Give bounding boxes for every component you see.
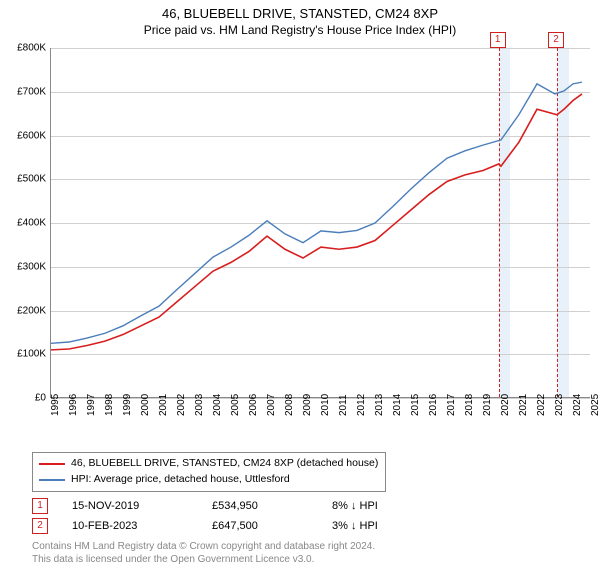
x-axis-label: 2016 — [428, 394, 439, 416]
x-axis-label: 2024 — [572, 394, 583, 416]
footer: Contains HM Land Registry data © Crown c… — [32, 540, 580, 566]
x-axis-label: 2005 — [230, 394, 241, 416]
x-axis-label: 1996 — [68, 394, 79, 416]
price-chart: £0£100K£200K£300K£400K£500K£600K£700K£80… — [50, 48, 590, 418]
x-axis-label: 2022 — [536, 394, 547, 416]
x-axis-label: 2025 — [590, 394, 600, 416]
x-axis-label: 2003 — [194, 394, 205, 416]
y-axis-label: £300K — [2, 261, 46, 272]
y-axis-label: £800K — [2, 43, 46, 54]
x-axis-label: 2000 — [140, 394, 151, 416]
legend-item: 46, BLUEBELL DRIVE, STANSTED, CM24 8XP (… — [39, 456, 379, 472]
chart-lines — [51, 48, 591, 398]
legend-swatch — [39, 479, 65, 481]
legend-swatch — [39, 463, 65, 465]
x-axis-label: 2019 — [482, 394, 493, 416]
page-title: 46, BLUEBELL DRIVE, STANSTED, CM24 8XP — [0, 6, 600, 21]
x-axis-label: 2002 — [176, 394, 187, 416]
footer-line-2: This data is licensed under the Open Gov… — [32, 553, 580, 566]
transaction-marker: 1 — [490, 32, 506, 48]
transaction-marker: 2 — [32, 518, 48, 534]
y-axis-label: £100K — [2, 349, 46, 360]
transaction-delta: 3% ↓ HPI — [332, 520, 378, 532]
x-axis-label: 1998 — [104, 394, 115, 416]
x-axis-label: 2023 — [554, 394, 565, 416]
transaction-price: £534,950 — [212, 500, 332, 512]
y-axis-label: £500K — [2, 174, 46, 185]
x-axis-label: 2013 — [374, 394, 385, 416]
x-axis-label: 2015 — [410, 394, 421, 416]
x-axis-label: 2011 — [338, 394, 349, 416]
footer-line-1: Contains HM Land Registry data © Crown c… — [32, 540, 580, 553]
x-axis-label: 2012 — [356, 394, 367, 416]
transaction-delta: 8% ↓ HPI — [332, 500, 378, 512]
x-axis-label: 1995 — [50, 394, 61, 416]
x-axis-label: 2017 — [446, 394, 457, 416]
x-axis-label: 2018 — [464, 394, 475, 416]
x-axis-label: 2009 — [302, 394, 313, 416]
y-axis-label: £400K — [2, 218, 46, 229]
x-axis-label: 2014 — [392, 394, 403, 416]
x-axis-label: 2004 — [212, 394, 223, 416]
x-axis-label: 1997 — [86, 394, 97, 416]
x-axis-label: 2010 — [320, 394, 331, 416]
y-axis-label: £700K — [2, 86, 46, 97]
y-axis-label: £600K — [2, 130, 46, 141]
page-subtitle: Price paid vs. HM Land Registry's House … — [0, 23, 600, 37]
y-axis-label: £200K — [2, 305, 46, 316]
transaction-row: 2 10-FEB-2023£647,5003% ↓ HPI — [32, 518, 580, 534]
legend-item: HPI: Average price, detached house, Uttl… — [39, 472, 379, 488]
x-axis-label: 2020 — [500, 394, 511, 416]
legend: 46, BLUEBELL DRIVE, STANSTED, CM24 8XP (… — [32, 452, 386, 492]
x-axis-label: 2008 — [284, 394, 295, 416]
transaction-price: £647,500 — [212, 520, 332, 532]
transaction-date: 10-FEB-2023 — [72, 520, 212, 532]
y-axis-label: £0 — [2, 393, 46, 404]
series-hpi — [51, 82, 582, 343]
x-axis-label: 2001 — [158, 394, 169, 416]
transaction-date: 15-NOV-2019 — [72, 500, 212, 512]
series-price_paid — [51, 94, 582, 350]
transaction-marker: 2 — [548, 32, 564, 48]
x-axis-label: 2006 — [248, 394, 259, 416]
transaction-row: 1 15-NOV-2019£534,9508% ↓ HPI — [32, 498, 580, 514]
x-axis-label: 1999 — [122, 394, 133, 416]
legend-label: HPI: Average price, detached house, Uttl… — [71, 472, 290, 488]
x-axis-label: 2007 — [266, 394, 277, 416]
transaction-marker: 1 — [32, 498, 48, 514]
x-axis-label: 2021 — [518, 394, 529, 416]
legend-label: 46, BLUEBELL DRIVE, STANSTED, CM24 8XP (… — [71, 456, 378, 472]
